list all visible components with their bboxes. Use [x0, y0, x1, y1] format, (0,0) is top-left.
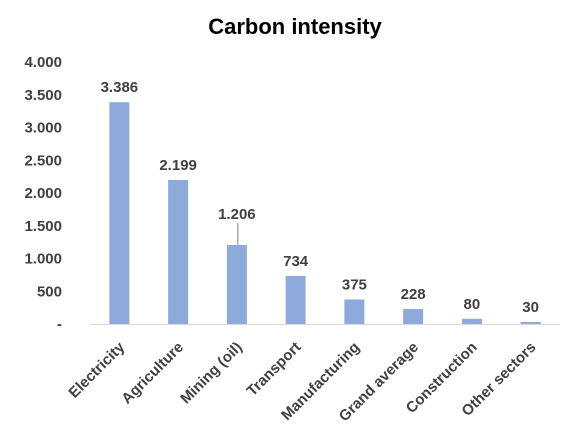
x-tick-label: Transport [244, 339, 305, 400]
y-tick-label: 1.000 [24, 251, 62, 268]
y-tick-label: 3.500 [24, 87, 62, 104]
y-tick-label: 1.500 [24, 218, 62, 235]
data-label: 1.206 [218, 206, 256, 223]
x-tick-label: Electricity [65, 338, 128, 401]
bar [109, 102, 130, 324]
data-label: 80 [464, 296, 481, 313]
bar [168, 179, 189, 324]
data-label: 3.386 [101, 79, 139, 96]
data-labels: 3.386 2.199 1.206 734 375 228 80 30 [101, 79, 539, 316]
y-tick-label: 2.000 [24, 185, 62, 202]
y-tick-label: 4.000 [24, 54, 62, 71]
x-tick-label: Agriculture [118, 339, 187, 408]
bar [344, 299, 365, 324]
data-label: 2.199 [159, 157, 197, 174]
y-tick-label: 500 [37, 283, 62, 300]
x-tick-label: Mining (oil) [177, 339, 246, 408]
bar [461, 318, 482, 324]
bar [226, 245, 247, 324]
y-tick-label: - [57, 316, 62, 333]
data-label: 734 [283, 253, 309, 270]
y-tick-label: 3.000 [24, 120, 62, 137]
data-label: 228 [401, 286, 426, 303]
y-axis: - 500 1.000 1.500 2.000 2.500 3.000 3.500 4.000 [24, 54, 62, 333]
data-label: 375 [342, 276, 367, 293]
bar [520, 322, 541, 324]
bar [285, 275, 306, 324]
bar-series [109, 102, 541, 324]
data-label: 30 [522, 299, 539, 316]
chart-title: Carbon intensity [208, 14, 382, 39]
bar [403, 309, 424, 324]
y-tick-label: 2.500 [24, 152, 62, 169]
